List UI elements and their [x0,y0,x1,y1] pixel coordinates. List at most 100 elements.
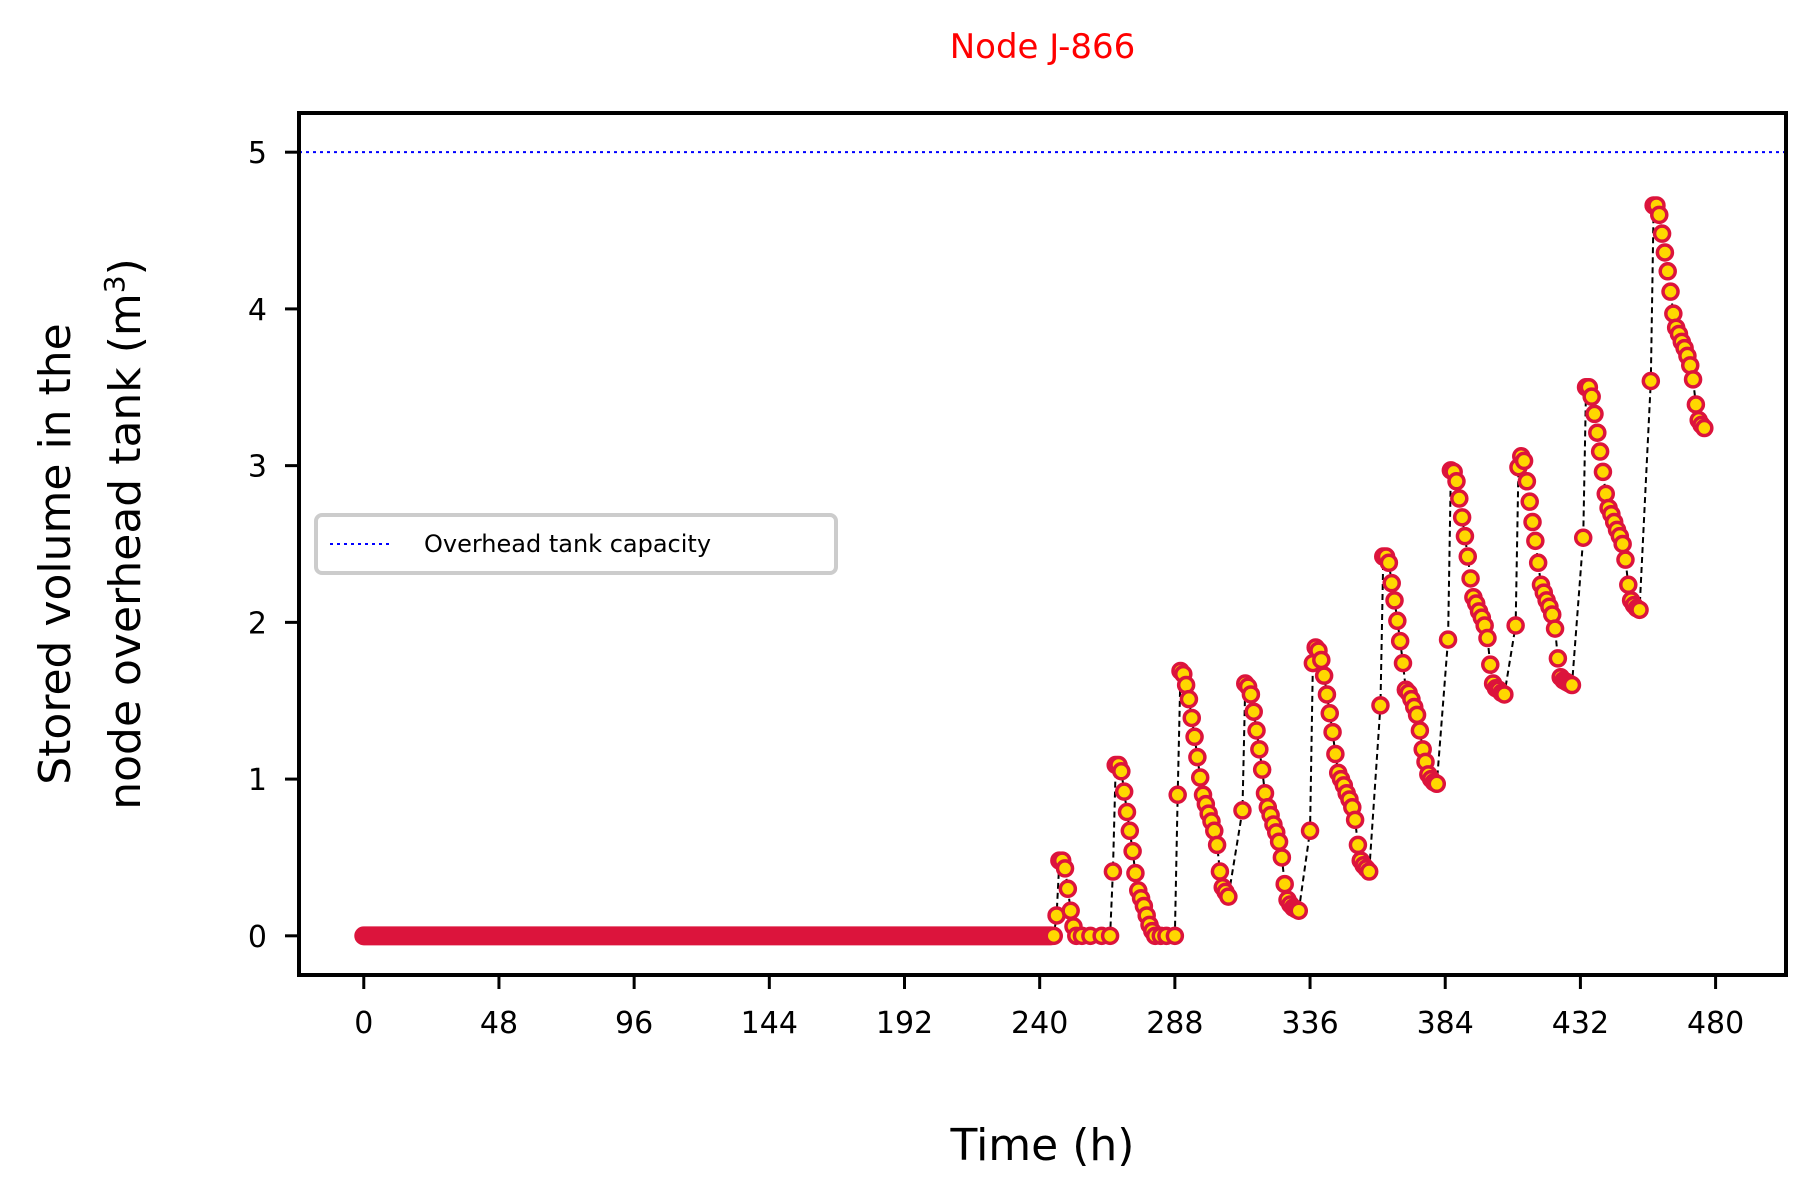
data-point [1207,835,1227,855]
data-point [1582,387,1601,406]
data-point [1407,705,1427,725]
data-point [1686,395,1706,414]
data-point [1210,862,1230,881]
y-axis-title: Stored volume in the node overhead tank … [30,258,151,810]
data-point [1588,423,1607,442]
x-tick-label: 480 [1687,1006,1744,1041]
x-tick-label: 144 [741,1006,798,1041]
plot-frame [297,111,1788,977]
legend-box [314,513,838,575]
y-tick-label: 1 [248,763,267,798]
data-point [1061,901,1080,920]
data-point [1619,575,1638,594]
x-axis: 0 48 96 144 192 240 288 336 384 432 480 [354,975,1744,1041]
data-point [1641,371,1661,391]
data-point [1371,696,1390,715]
data-point [1661,282,1680,301]
data-point [1390,631,1410,651]
data-point [1165,926,1185,946]
data-point [1120,821,1140,841]
data-point [1514,451,1534,471]
y-axis: 0 1 2 3 4 5 [248,136,299,955]
data-point [1517,472,1537,491]
data-point [1545,619,1565,638]
data-point [1650,205,1669,225]
data-point [1345,810,1365,830]
data-point [1312,650,1331,670]
data-point [1410,721,1430,740]
x-axis-title: Time (h) [950,1120,1135,1171]
data-point [1100,926,1120,946]
data-point [1219,887,1238,906]
y-tick-label: 0 [248,920,267,955]
data-point [1320,704,1340,723]
y-axis-title-line1: Stored volume in the [30,323,81,785]
data-point [1495,685,1514,704]
data-point [1247,721,1266,740]
data-point [1058,879,1078,899]
data-point [1695,418,1714,438]
y-axis-title-line2-prefix: node overhead tank (m [100,293,151,810]
data-point [1658,262,1677,281]
data-point [1359,862,1379,881]
y-tick-label: 4 [248,293,267,328]
y-axis-title-line2: node overhead tank (m3) [98,258,151,810]
data-point [1241,685,1261,704]
data-point [1481,655,1500,674]
data-point [1055,859,1075,878]
y-tick-label: 3 [248,450,267,485]
data-point [1126,863,1145,883]
data-point [1523,512,1542,532]
data-point [1548,649,1568,668]
data-point [1233,801,1252,820]
data-point [1117,802,1137,822]
data-point [1458,547,1478,566]
data-point [1562,675,1582,695]
data-point [1528,553,1548,573]
data-point [1314,666,1334,685]
data-point [1585,404,1604,424]
x-tick-label: 240 [1011,1006,1068,1041]
data-point [1427,774,1447,794]
data-point [1326,744,1345,764]
data-point [1379,553,1399,573]
data-point [1188,747,1207,767]
data-point [1269,832,1289,852]
data-point [1179,689,1199,709]
data-point [1461,569,1480,588]
data-point [1252,760,1272,779]
data-point [1520,492,1539,511]
data-point [1388,611,1407,631]
plot-area [297,111,1788,977]
data-point [1573,528,1593,547]
data-point [1447,472,1466,491]
data-point [1185,727,1204,747]
data-point [1044,926,1064,946]
data-point [1182,708,1202,728]
data-point [1289,901,1309,920]
data-point [1593,462,1613,482]
x-tick-label: 384 [1417,1006,1474,1041]
data-point [1452,508,1472,527]
data-point [1382,573,1401,593]
x-tick-label: 96 [615,1006,653,1041]
data-point [1275,874,1294,894]
x-tick-label: 288 [1146,1006,1203,1041]
y-axis-title-line2-suffix: ) [100,258,151,275]
data-point [1478,628,1497,648]
series-connector [1050,204,1706,937]
data-point [1438,630,1458,649]
data-point [1112,762,1131,781]
data-point [1630,600,1649,620]
data-point [1506,616,1525,635]
data-point [1683,370,1703,389]
data-point [1317,685,1337,704]
data-point [1526,531,1545,551]
data-point [1655,243,1675,262]
data-point [1244,702,1263,721]
y-tick-label: 2 [248,606,267,641]
data-point [1103,862,1123,881]
data-point [1272,848,1292,867]
data-point [1455,526,1475,546]
